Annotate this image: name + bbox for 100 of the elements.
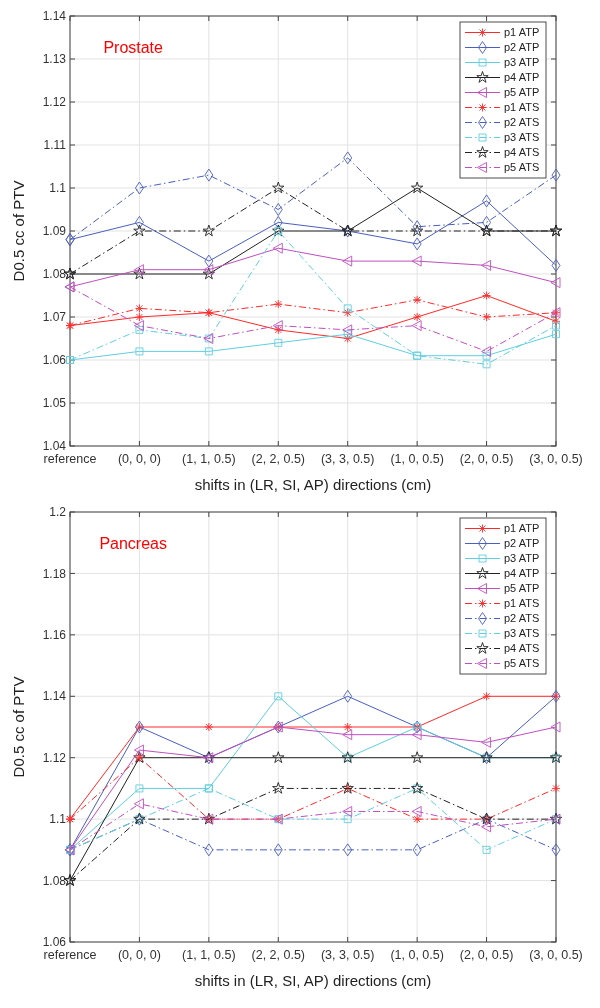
y-tick-label: 1.04: [42, 439, 67, 454]
legend-label: p1 ATP: [504, 26, 540, 39]
point: [343, 843, 353, 857]
point: [412, 237, 422, 251]
y-axis-title: D0.5 cc of PTV: [10, 180, 27, 282]
y-tick-label: 1.16: [42, 628, 67, 643]
point: [412, 295, 422, 305]
point: [343, 330, 352, 339]
point: [342, 806, 353, 817]
legend-label: p3 ATS: [504, 131, 540, 144]
point: [343, 722, 353, 732]
legend-label: p2 ATP: [504, 41, 540, 54]
x-tick-label: (1, 0, 0.5): [390, 452, 444, 466]
point: [482, 691, 492, 701]
legend-label: p2 ATS: [504, 116, 540, 129]
point: [411, 255, 422, 267]
point: [481, 821, 492, 833]
y-tick-label: 1.11: [43, 138, 67, 153]
point: [482, 194, 492, 208]
point: [482, 845, 491, 854]
legend-label: p5 ATS: [504, 161, 540, 174]
legend-label: p3 ATS: [504, 627, 540, 640]
legend-label: p4 ATP: [504, 567, 540, 580]
annotation: Prostate: [103, 38, 164, 56]
y-tick-label: 1.14: [42, 689, 67, 704]
point: [273, 299, 283, 309]
legend-label: p5 ATP: [504, 86, 540, 99]
x-tick-label: (1, 1, 0.5): [182, 948, 236, 962]
point: [272, 751, 285, 763]
x-axis-title: shifts in (LR, SI, AP) directions (cm): [194, 972, 432, 989]
legend-label: p1 ATS: [504, 597, 540, 610]
x-tick-label: (1, 0, 0.5): [390, 948, 444, 962]
point: [551, 316, 561, 326]
point: [134, 312, 144, 322]
legend-label: p2 ATS: [504, 612, 540, 625]
point: [133, 267, 146, 280]
point: [272, 320, 283, 332]
y-tick-label: 1.12: [42, 95, 67, 110]
x-tick-label: (3, 3, 0.5): [320, 452, 375, 466]
point: [202, 267, 215, 280]
legend-label: p4 ATP: [504, 71, 540, 84]
point: [552, 321, 560, 330]
point: [412, 312, 422, 322]
x-tick-label: reference: [43, 452, 97, 466]
y-tick-label: 1.2: [49, 505, 67, 520]
point: [551, 843, 561, 857]
point: [412, 843, 422, 857]
point: [274, 338, 283, 347]
point: [482, 360, 491, 369]
point: [412, 814, 422, 824]
point: [411, 181, 424, 194]
point: [135, 325, 144, 334]
point: [552, 330, 560, 339]
point: [343, 151, 353, 165]
point: [342, 729, 353, 741]
x-tick-label: (2, 2, 0.5): [251, 948, 306, 962]
y-tick-label: 1.12: [42, 750, 67, 765]
x-tick-label: (2, 0, 0.5): [459, 948, 514, 962]
point: [551, 168, 561, 182]
point: [203, 264, 214, 276]
y-tick-label: 1.1: [49, 812, 67, 827]
x-tick-label: (3, 3, 0.5): [320, 948, 375, 962]
legend-label: p4 ATS: [504, 146, 540, 159]
point: [343, 815, 352, 824]
point: [482, 291, 492, 300]
point: [343, 689, 353, 703]
point: [134, 215, 144, 229]
point: [411, 806, 422, 817]
y-tick-label: 1.14: [42, 9, 67, 24]
x-tick-label: (3, 0, 0.5): [529, 452, 583, 466]
legend-label: p1 ATP: [504, 522, 540, 535]
x-tick-label: (2, 0, 0.5): [459, 452, 514, 466]
y-tick-label: 1.09: [42, 224, 67, 239]
x-tick-label: reference: [43, 948, 97, 962]
point: [272, 181, 285, 194]
point: [204, 347, 213, 356]
point: [411, 751, 424, 763]
point: [482, 351, 491, 360]
point: [343, 308, 353, 318]
y-axis-title: D0.5 cc of PTV: [10, 676, 27, 778]
point: [411, 320, 422, 332]
point: [204, 254, 214, 268]
point: [273, 325, 283, 335]
point: [342, 255, 353, 267]
y-tick-label: 1.08: [42, 267, 67, 282]
x-axis-title: shifts in (LR, SI, AP) directions (cm): [194, 476, 432, 493]
x-tick-label: (2, 2, 0.5): [251, 452, 306, 466]
point: [481, 736, 492, 748]
legend-label: p5 ATS: [504, 657, 540, 670]
point: [343, 334, 353, 343]
point: [411, 224, 424, 237]
point: [551, 258, 561, 272]
annotation: Pancreas: [99, 534, 167, 552]
point: [204, 168, 214, 182]
point: [551, 783, 561, 793]
x-tick-label: (1, 1, 0.5): [182, 452, 236, 466]
x-tick-label: (3, 0, 0.5): [529, 948, 583, 962]
legend-label: p3 ATP: [504, 552, 540, 565]
point: [411, 729, 422, 741]
y-tick-label: 1.06: [42, 935, 67, 950]
